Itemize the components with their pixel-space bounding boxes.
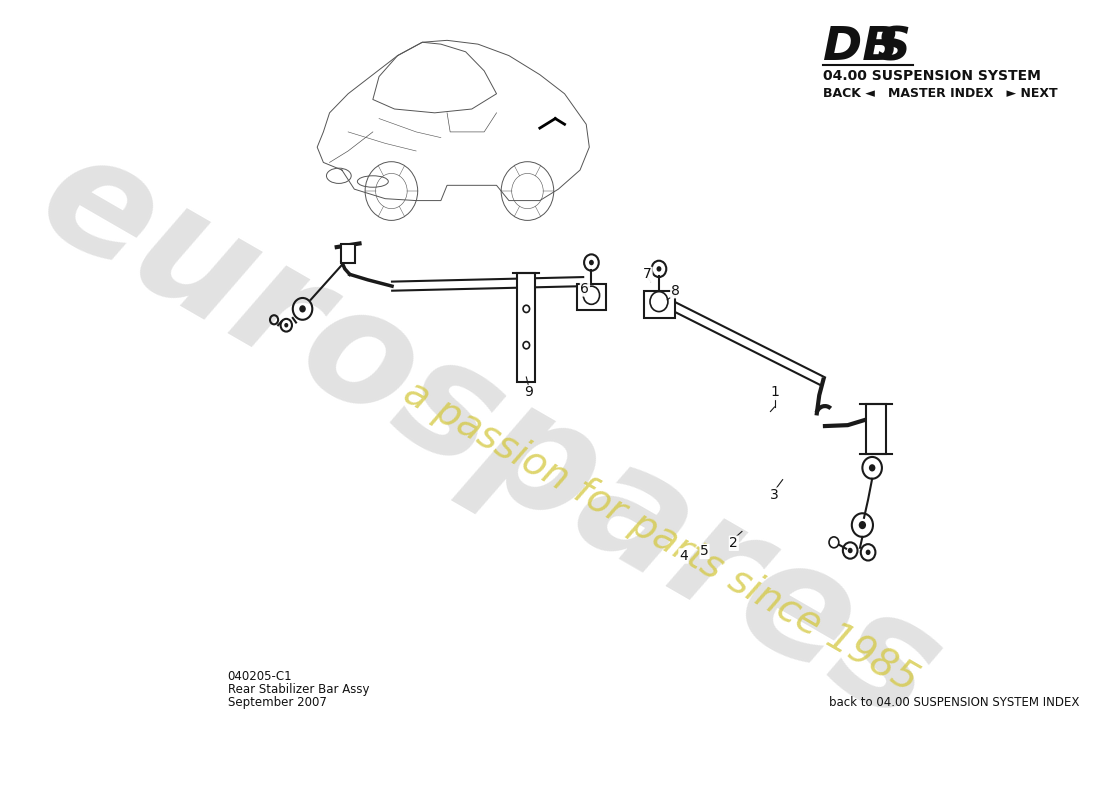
FancyBboxPatch shape (341, 244, 355, 262)
Text: 7: 7 (644, 267, 652, 282)
Text: 3: 3 (770, 488, 779, 502)
Circle shape (848, 548, 852, 554)
Text: 6: 6 (581, 282, 590, 296)
Text: a passion for parts since 1985: a passion for parts since 1985 (397, 373, 924, 699)
Circle shape (284, 323, 288, 327)
FancyBboxPatch shape (576, 284, 606, 310)
Text: 1: 1 (770, 386, 779, 399)
Text: DB: DB (823, 26, 899, 70)
Text: S: S (877, 26, 910, 70)
Text: 9: 9 (525, 386, 533, 399)
Circle shape (299, 306, 306, 313)
FancyBboxPatch shape (866, 404, 886, 454)
FancyBboxPatch shape (517, 273, 536, 382)
Text: September 2007: September 2007 (228, 696, 327, 709)
Text: Rear Stabilizer Bar Assy: Rear Stabilizer Bar Assy (228, 683, 370, 696)
Text: 040205-C1: 040205-C1 (228, 670, 293, 683)
Text: 5: 5 (701, 545, 708, 558)
Circle shape (657, 266, 661, 272)
Text: 8: 8 (671, 284, 680, 298)
Text: 2: 2 (729, 536, 738, 550)
Text: 4: 4 (679, 549, 688, 563)
FancyBboxPatch shape (645, 290, 675, 318)
Circle shape (859, 521, 866, 529)
Text: eurospares: eurospares (13, 117, 966, 756)
Text: 04.00 SUSPENSION SYSTEM: 04.00 SUSPENSION SYSTEM (823, 69, 1042, 83)
Circle shape (866, 550, 870, 555)
Circle shape (869, 464, 876, 471)
Text: back to 04.00 SUSPENSION SYSTEM INDEX: back to 04.00 SUSPENSION SYSTEM INDEX (829, 696, 1080, 709)
Circle shape (588, 260, 594, 266)
Text: BACK ◄   MASTER INDEX   ► NEXT: BACK ◄ MASTER INDEX ► NEXT (823, 87, 1058, 100)
